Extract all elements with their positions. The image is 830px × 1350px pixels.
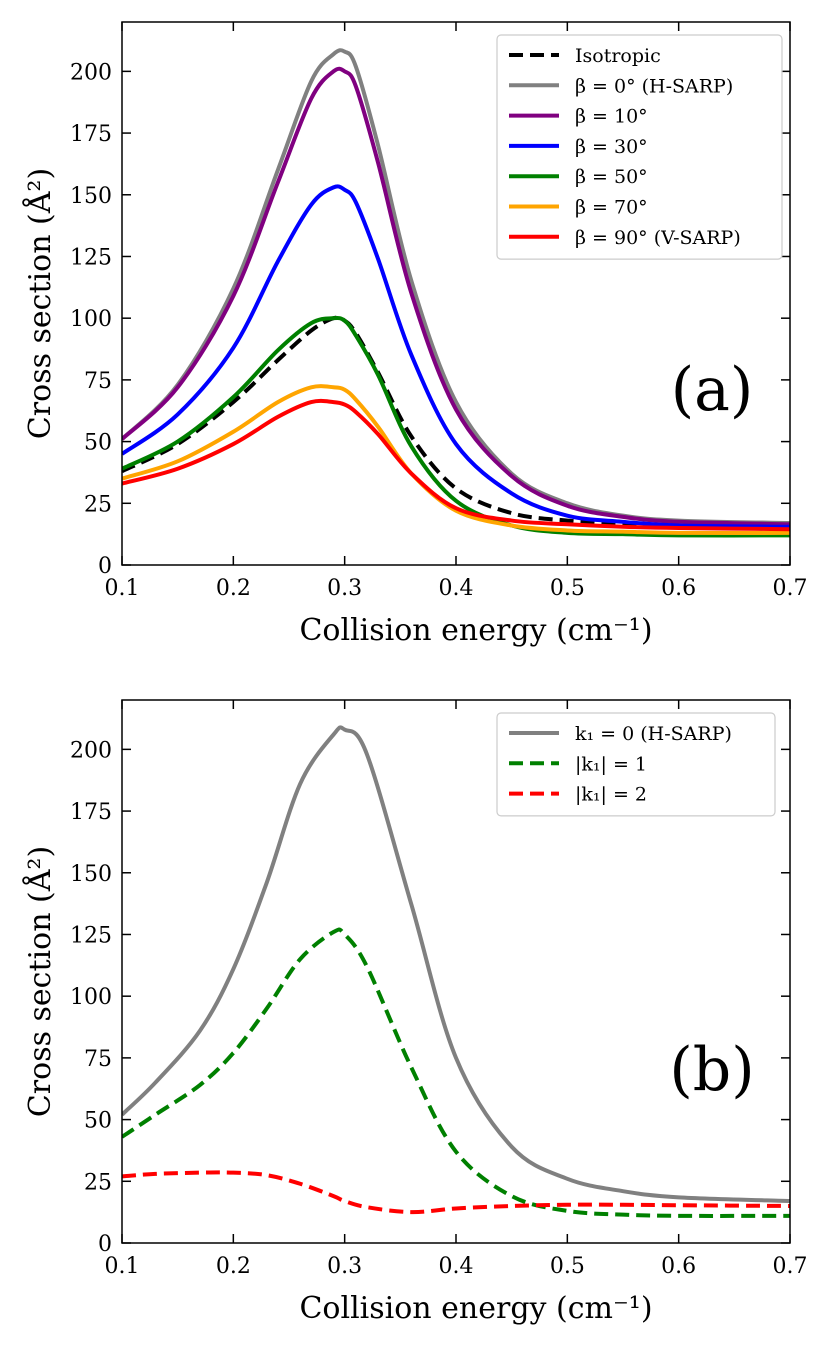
panel-b: 0.1 0.2 0.3 0.4 0.5 0.6 0.7 0 25 50 75 100 125 150 175… (22, 699, 808, 1326)
panel-label: (b) (669, 1035, 754, 1105)
y-tick-label: 0 (98, 554, 112, 579)
legend-box (496, 34, 783, 260)
y-tick-label: 175 (70, 122, 112, 147)
y-axis-label: Cross section (Å²) (22, 846, 58, 1117)
x-tick-label: 0.5 (550, 1254, 585, 1279)
y-tick-label: 125 (70, 245, 112, 270)
y-tick-label: 75 (84, 369, 112, 394)
y-tick-label: 150 (70, 184, 112, 209)
x-axis-label: Collision energy (cm⁻¹) (299, 1291, 652, 1326)
x-tick-label: 0.3 (327, 576, 362, 601)
x-tick-label: 0.3 (327, 1254, 362, 1279)
y-tick-label: 25 (84, 1170, 112, 1195)
legend-label: |k₁| = 2 (575, 784, 647, 806)
x-axis-label: Collision energy (cm⁻¹) (299, 613, 652, 648)
x-tick-label: 0.7 (773, 576, 808, 601)
x-tick-label: 0.6 (661, 1254, 696, 1279)
legend-label: β = 0° (H-SARP) (575, 75, 733, 97)
x-tick-label: 0.6 (661, 576, 696, 601)
x-tick-label: 0.1 (105, 576, 140, 601)
series-line-4 (122, 315, 790, 538)
legend-label: β = 50° (575, 166, 648, 188)
legend-box (496, 712, 776, 817)
y-tick-label: 50 (84, 1109, 112, 1134)
series-line-0 (122, 725, 790, 1204)
y-tick-label: 75 (84, 1047, 112, 1072)
series-line-6 (122, 398, 790, 532)
legend-label: k₁ = 0 (H-SARP) (575, 723, 732, 745)
legend: k₁ = 0 (H-SARP) |k₁| = 1 |k₁| = 2 (496, 712, 776, 817)
panel-a: 0.1 0.2 0.3 0.4 0.5 0.6 0.7 0 25 50 75 100 125 150 175… (22, 21, 808, 648)
y-tick-label: 125 (70, 923, 112, 948)
y-tick-label: 100 (70, 985, 112, 1010)
y-tick-label: 175 (70, 800, 112, 825)
panel-label: (a) (671, 355, 754, 425)
legend: Isotropic β = 0° (H-SARP) β = 10° β = 30° β … (496, 34, 783, 260)
y-axis-label: Cross section (Å²) (22, 168, 58, 439)
y-tick-label: 100 (70, 307, 112, 332)
series-line-5 (122, 384, 790, 536)
y-tick-label: 200 (70, 60, 112, 85)
series-line-1 (122, 927, 790, 1218)
x-tick-label: 0.5 (550, 576, 585, 601)
y-tick-label: 25 (84, 492, 112, 517)
legend-label: β = 70° (575, 197, 648, 219)
series-line-2 (122, 66, 790, 527)
x-tick-label: 0.7 (773, 1254, 808, 1279)
legend-label: β = 10° (575, 106, 648, 128)
x-tick-label: 0.2 (216, 1254, 251, 1279)
y-tick-label: 50 (84, 431, 112, 456)
x-tick-label: 0.4 (439, 1254, 474, 1279)
y-tick-label: 200 (70, 738, 112, 763)
legend-label: β = 30° (575, 136, 648, 158)
x-tick-label: 0.2 (216, 576, 251, 601)
series-line-3 (122, 184, 790, 529)
x-tick-label: 0.1 (105, 1254, 140, 1279)
legend-label: β = 90° (V-SARP) (575, 227, 741, 249)
y-tick-label: 150 (70, 862, 112, 887)
series-line-2 (122, 1170, 790, 1215)
legend-label: |k₁| = 1 (575, 753, 647, 775)
y-tick-label: 0 (98, 1232, 112, 1257)
legend-label: Isotropic (575, 45, 661, 67)
x-tick-label: 0.4 (439, 576, 474, 601)
